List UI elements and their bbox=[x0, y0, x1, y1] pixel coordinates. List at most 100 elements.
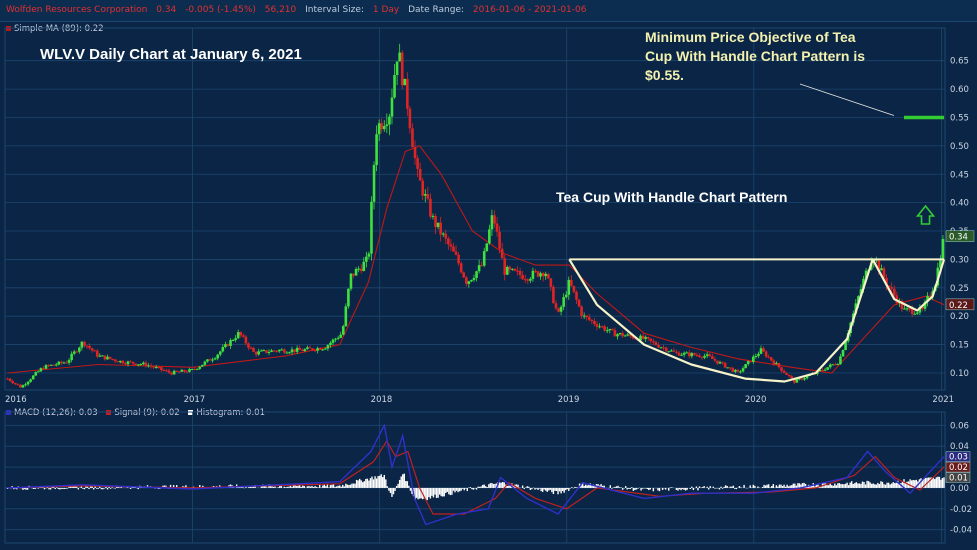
candle-body bbox=[903, 308, 906, 310]
price-y-tick-label: 0.20 bbox=[950, 312, 969, 322]
candle-body bbox=[162, 369, 166, 371]
x-tick-label: 2018 bbox=[371, 395, 393, 405]
candle-body bbox=[452, 246, 455, 252]
candle-body bbox=[885, 277, 888, 286]
macd-y-tick-label: 0.06 bbox=[950, 421, 969, 431]
candle-body bbox=[680, 354, 683, 356]
candle-body bbox=[857, 296, 860, 304]
candle-body bbox=[834, 364, 837, 366]
candle-body bbox=[231, 339, 235, 341]
candle-body bbox=[864, 270, 868, 279]
price-y-tick-label: 0.45 bbox=[950, 170, 969, 180]
candle-body bbox=[39, 368, 43, 372]
candle-body bbox=[234, 338, 237, 340]
candle-body bbox=[249, 347, 253, 349]
candle-body bbox=[306, 347, 309, 350]
candle-body bbox=[464, 277, 468, 284]
candle-body bbox=[108, 356, 112, 359]
objective-pointer bbox=[799, 83, 895, 116]
candle-body bbox=[782, 370, 786, 373]
candle-body bbox=[95, 350, 99, 357]
candle-body bbox=[390, 97, 394, 117]
candle-body bbox=[75, 351, 79, 353]
candle-body bbox=[713, 358, 717, 361]
candle-body bbox=[126, 361, 130, 365]
candle-body bbox=[111, 358, 114, 360]
candle-body bbox=[62, 362, 66, 364]
candle-body bbox=[449, 244, 453, 247]
candle-body bbox=[477, 265, 481, 272]
candle-body bbox=[529, 278, 532, 281]
candle-body bbox=[467, 281, 471, 284]
candle-body bbox=[326, 345, 330, 349]
candle-body bbox=[439, 222, 442, 235]
candle-body bbox=[744, 364, 747, 369]
candle-body bbox=[895, 295, 899, 303]
candle-body bbox=[557, 308, 560, 312]
candle-body bbox=[613, 330, 617, 337]
candle-body bbox=[78, 347, 81, 352]
candle-body bbox=[431, 215, 435, 217]
chart-title: WLV.V Daily Chart at January 6, 2021 bbox=[40, 46, 302, 63]
candle-body bbox=[426, 194, 430, 199]
candle-body bbox=[411, 128, 414, 148]
candle-body bbox=[239, 332, 243, 336]
candle-body bbox=[201, 364, 204, 367]
candle-body bbox=[459, 263, 463, 273]
x-tick-label: 2021 bbox=[932, 395, 954, 405]
candle-body bbox=[587, 317, 591, 320]
candle-body bbox=[672, 350, 676, 352]
candle-body bbox=[347, 288, 350, 307]
candle-body bbox=[242, 335, 245, 337]
candle-body bbox=[805, 376, 809, 379]
interval-label: Interval Size: bbox=[305, 5, 364, 15]
candle-body bbox=[429, 198, 432, 217]
candle-body bbox=[623, 335, 627, 337]
candle-body bbox=[188, 369, 191, 372]
candle-body bbox=[772, 360, 776, 365]
candle-body bbox=[413, 147, 417, 159]
candle-body bbox=[203, 361, 207, 365]
interval-value: 1 Day bbox=[372, 5, 400, 15]
candle-body bbox=[480, 265, 483, 267]
candle-body bbox=[8, 378, 12, 382]
price-value-label: 0.34 bbox=[949, 233, 968, 243]
candle-body bbox=[877, 259, 881, 271]
candle-body bbox=[308, 347, 312, 349]
candle-body bbox=[16, 383, 20, 385]
candle-body bbox=[175, 370, 179, 372]
candle-body bbox=[539, 273, 542, 277]
candle-body bbox=[144, 362, 148, 367]
candle-body bbox=[211, 359, 214, 361]
candle-body bbox=[21, 385, 25, 388]
price-y-tick-label: 0.55 bbox=[950, 113, 969, 123]
candle-body bbox=[270, 350, 273, 352]
candle-body bbox=[734, 369, 737, 372]
candle-body bbox=[488, 229, 491, 244]
tea-cup-curve bbox=[568, 258, 946, 383]
candle-body bbox=[769, 357, 773, 361]
candle-body bbox=[157, 366, 161, 368]
candle-body bbox=[447, 238, 450, 245]
candle-body bbox=[775, 363, 778, 365]
candle-body bbox=[285, 352, 289, 354]
candle-body bbox=[493, 215, 496, 224]
candle-body bbox=[206, 359, 209, 362]
candle-body bbox=[475, 271, 478, 278]
macd-value-label: 0.02 bbox=[949, 463, 968, 473]
candle-body bbox=[370, 201, 373, 254]
candle-body bbox=[359, 268, 363, 271]
candle-body bbox=[293, 349, 296, 352]
candle-body bbox=[316, 348, 319, 351]
candle-body bbox=[495, 223, 499, 232]
quote-header: Wolfden Resources Corporation 0.34 -0.00… bbox=[0, 0, 977, 22]
candle-body bbox=[593, 320, 596, 325]
candle-body bbox=[621, 333, 624, 337]
candle-body bbox=[57, 361, 61, 365]
candle-body bbox=[226, 344, 230, 346]
candle-body bbox=[605, 330, 609, 332]
candle-body bbox=[247, 343, 250, 348]
candle-body bbox=[19, 384, 22, 388]
